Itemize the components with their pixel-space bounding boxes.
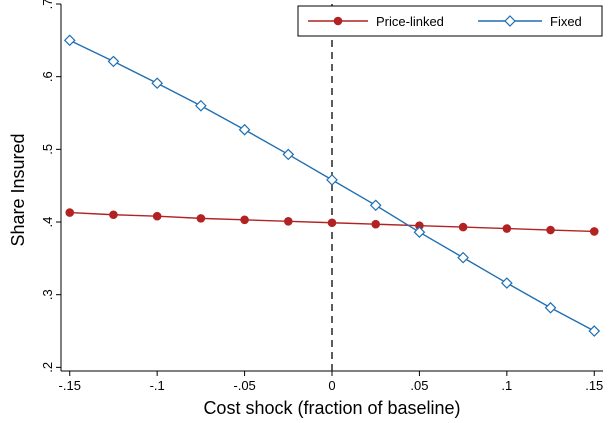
y-tick-label: .2 [40,362,55,373]
y-tick-label: .3 [40,289,55,300]
y-tick-label: .7 [40,0,55,9]
data-point [589,227,599,236]
y-tick-label: .6 [40,71,55,82]
x-tick-label: 0 [328,378,335,393]
x-tick-label: .05 [410,378,428,393]
x-tick-label: -.1 [150,378,165,393]
data-point [546,225,555,235]
x-tick-label: .15 [585,378,603,393]
data-point [327,218,337,228]
legend-label-fixed: Fixed [550,14,582,29]
data-point [413,226,426,239]
data-point [326,174,338,186]
y-axis-title: Share Insured [8,133,28,246]
data-point [544,301,557,314]
y-axis-ticks: .2 .3 .4 .5 .6 .7 [40,0,61,373]
data-point [369,199,382,212]
series-fixed [63,34,601,337]
data-point [458,222,468,232]
data-point [107,55,120,68]
data-point [371,219,381,229]
series-layer [63,34,601,337]
y-tick-label: .5 [40,144,55,155]
data-point [151,77,164,90]
legend: Price-linked Fixed [297,5,603,37]
x-axis-title: Cost shock (fraction of baseline) [203,398,460,418]
data-point [195,99,207,112]
legend-key-marker [504,15,516,27]
x-tick-label: -.15 [59,378,81,393]
data-point [63,34,76,47]
data-point [502,224,512,233]
data-point [109,210,118,220]
data-point [500,277,513,289]
data-point [240,215,249,225]
x-axis-ticks: -.15 -.1 -.05 0 .05 .1 .15 [59,371,603,393]
data-point [152,211,162,221]
data-point [588,325,601,337]
x-tick-label: .1 [501,378,512,393]
data-point [282,148,295,161]
y-tick-label: .4 [40,217,55,228]
x-tick-label: -.05 [233,378,255,393]
legend-label-price-linked: Price-linked [376,14,444,29]
data-point [283,216,293,226]
legend-key-marker [333,16,343,26]
data-point [196,214,206,223]
data-point [65,208,75,217]
data-point [238,123,251,136]
data-point [457,251,469,264]
